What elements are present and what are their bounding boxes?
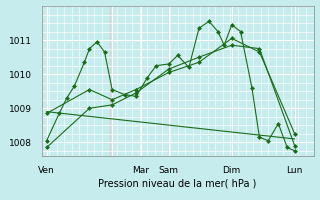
X-axis label: Pression niveau de la mer( hPa ): Pression niveau de la mer( hPa ) [99,179,257,189]
